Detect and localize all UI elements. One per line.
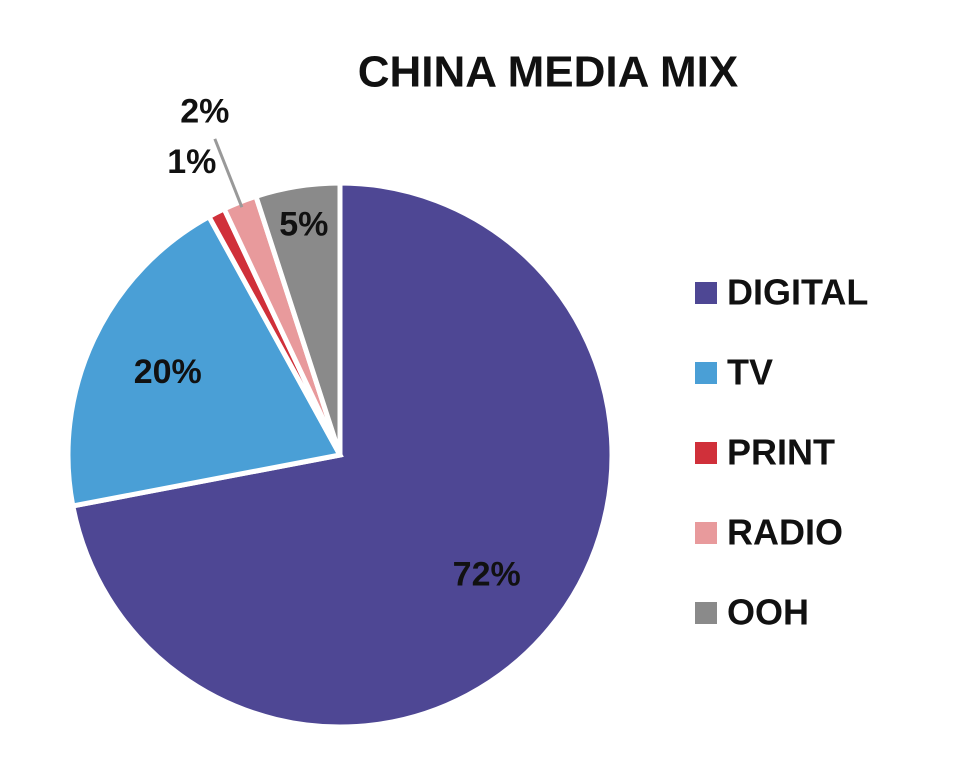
legend-label: RADIO xyxy=(727,512,843,553)
legend-swatch xyxy=(695,602,717,624)
pie-slice xyxy=(252,180,343,456)
pie-slice xyxy=(65,213,344,509)
legend-swatch xyxy=(695,362,717,384)
leader-line xyxy=(213,138,244,208)
data-label: 2% xyxy=(180,93,229,131)
legend-swatch xyxy=(695,522,717,544)
legend-swatch xyxy=(695,282,717,304)
legend-label: OOH xyxy=(727,592,809,633)
data-label: 72% xyxy=(453,555,521,593)
chart-title: CHINA MEDIA MIX xyxy=(358,48,739,97)
data-label: 5% xyxy=(279,206,328,244)
data-label: 1% xyxy=(167,143,216,181)
legend-swatch xyxy=(695,442,717,464)
legend-label: TV xyxy=(727,352,773,393)
data-label: 20% xyxy=(134,353,202,391)
legend-label: DIGITAL xyxy=(727,272,868,313)
legend-label: PRINT xyxy=(727,432,835,473)
